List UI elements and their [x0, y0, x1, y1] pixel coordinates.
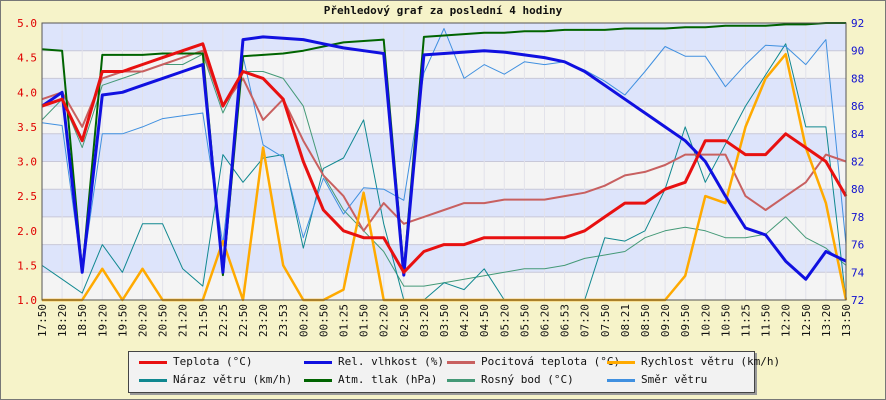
x-axis-tick: 09:50	[679, 304, 692, 337]
legend-label: Směr větru	[641, 373, 708, 386]
legend: Teplota (°C) Rel. vlhkost (%) Pocitová tep…	[128, 351, 780, 393]
legend-label: Náraz větru (km/h)	[173, 373, 293, 386]
x-axis-tick: 20:50	[157, 304, 170, 337]
x-axis-tick: 19:20	[96, 304, 109, 337]
legend-label: Rychlost větru (km/h)	[641, 355, 781, 368]
x-axis-tick: 06:20	[539, 304, 552, 337]
left-axis-tick: 4.5	[17, 52, 37, 65]
x-axis-tick: 22:50	[237, 304, 250, 337]
legend-item: Pocitová teplota (°C)	[447, 355, 620, 368]
x-axis-tick: 00:20	[297, 304, 310, 337]
x-axis-tick: 19:50	[116, 304, 129, 337]
x-axis-tick: 05:20	[498, 304, 511, 337]
x-axis-tick: 08:21	[619, 304, 632, 337]
series-line-7	[41, 28, 847, 273]
x-axis-tick: 04:50	[478, 304, 491, 337]
x-axis-tick: 10:20	[699, 304, 712, 337]
left-axis-tick: 1.5	[17, 259, 37, 272]
legend-label: Pocitová teplota (°C)	[481, 355, 621, 368]
x-axis-tick: 04:20	[458, 304, 471, 337]
x-axis-tick: 11:50	[760, 304, 773, 337]
right-axis-tick: 90	[851, 45, 864, 58]
right-axis-tick: 92	[851, 17, 864, 30]
x-axis-tick: 03:50	[438, 304, 451, 337]
legend-swatch	[139, 378, 167, 382]
x-axis-tick: 00:50	[317, 304, 330, 337]
x-axis-tick: 11:25	[740, 304, 753, 337]
right-axis-tick: 84	[851, 128, 865, 141]
x-axis-tick: 03:20	[418, 304, 431, 337]
series-line-2	[41, 49, 847, 232]
legend-item: Rosný bod (°C)	[447, 373, 574, 386]
series-layer	[41, 22, 848, 302]
left-axis-tick: 1.0	[17, 294, 37, 307]
x-axis-tick: 10:50	[719, 304, 732, 337]
legend-item: Rychlost větru (km/h)	[607, 355, 780, 368]
right-axis-tick: 72	[851, 294, 864, 307]
x-axis-tick: 22:25	[217, 304, 230, 337]
legend-item: Rel. vlhkost (%)	[304, 355, 444, 368]
x-axis-tick: 13:50	[840, 304, 853, 337]
x-axis-tick: 18:50	[76, 304, 89, 337]
x-axis-tick: 09:20	[659, 304, 672, 337]
left-axis-tick: 5.0	[17, 17, 37, 30]
chart-title: Přehledový graf za poslední 4 hodiny	[324, 4, 563, 17]
x-axis-tick: 05:50	[518, 304, 531, 337]
x-axis-tick: 23:53	[277, 304, 290, 337]
right-axis-tick: 88	[851, 72, 864, 85]
right-axis-tick: 86	[851, 100, 864, 113]
legend-item: Náraz větru (km/h)	[139, 373, 292, 386]
legend-swatch	[304, 360, 332, 364]
legend-swatch	[139, 360, 167, 364]
left-axis-tick: 4.0	[17, 86, 37, 99]
series-line-0	[41, 42, 848, 274]
right-axis-tick: 82	[851, 156, 864, 169]
x-axis-tick: 21:50	[197, 304, 210, 337]
legend-label: Rosný bod (°C)	[481, 373, 574, 386]
legend-item: Směr větru	[607, 373, 707, 386]
x-axis-tick: 02:20	[378, 304, 391, 337]
right-axis: 92 90 88 86 84 82 80 78 76 74 72	[851, 17, 865, 307]
left-axis-tick: 2.0	[17, 225, 37, 238]
x-axis-tick: 08:50	[639, 304, 652, 337]
series-line-4	[41, 43, 847, 301]
left-axis-tick: 3.0	[17, 156, 37, 169]
x-axis-tick: 06:53	[559, 304, 572, 337]
left-axis-tick: 2.5	[17, 190, 37, 203]
legend-item: Teplota (°C)	[139, 355, 252, 368]
legend-swatch	[447, 360, 475, 364]
legend-item: Atm. tlak (hPa)	[304, 373, 437, 386]
right-axis-tick: 76	[851, 239, 864, 252]
x-axis-tick: 12:50	[800, 304, 813, 337]
right-axis-tick: 80	[851, 183, 864, 196]
plot-border	[41, 22, 847, 301]
x-axis-tick: 13:20	[820, 304, 833, 337]
legend-swatch	[447, 378, 475, 382]
right-axis-tick: 74	[851, 266, 865, 279]
legend-label: Teplota (°C)	[173, 355, 253, 368]
right-axis-tick: 78	[851, 211, 864, 224]
x-axis-tick: 01:25	[338, 304, 351, 337]
x-axis-tick: 20:20	[137, 304, 150, 337]
legend-swatch	[607, 378, 635, 382]
x-axis-tick: 17:50	[36, 304, 49, 337]
legend-swatch	[304, 378, 332, 382]
legend-label: Rel. vlhkost (%)	[338, 355, 444, 368]
x-axis-tick: 21:20	[177, 304, 190, 337]
x-axis-tick: 12:20	[780, 304, 793, 337]
series-line-1	[41, 35, 847, 281]
legend-label: Atm. tlak (hPa)	[338, 373, 438, 386]
legend-swatch	[607, 360, 635, 364]
x-axis-tick: 01:50	[358, 304, 371, 337]
x-axis-tick: 18:20	[56, 304, 69, 337]
left-axis: 5.0 4.5 4.0 3.5 3.0 2.5 2.0 1.5 1.0	[17, 17, 37, 307]
x-axis: 17:50 18:20 18:50 19:20 19:50 20:20 20:50 21:20…	[36, 304, 853, 337]
x-axis-tick: 07:20	[579, 304, 592, 337]
left-axis-tick: 3.5	[17, 121, 37, 134]
x-axis-tick: 02:50	[398, 304, 411, 337]
x-axis-tick: 23:20	[257, 304, 270, 337]
x-axis-tick: 07:50	[599, 304, 612, 337]
